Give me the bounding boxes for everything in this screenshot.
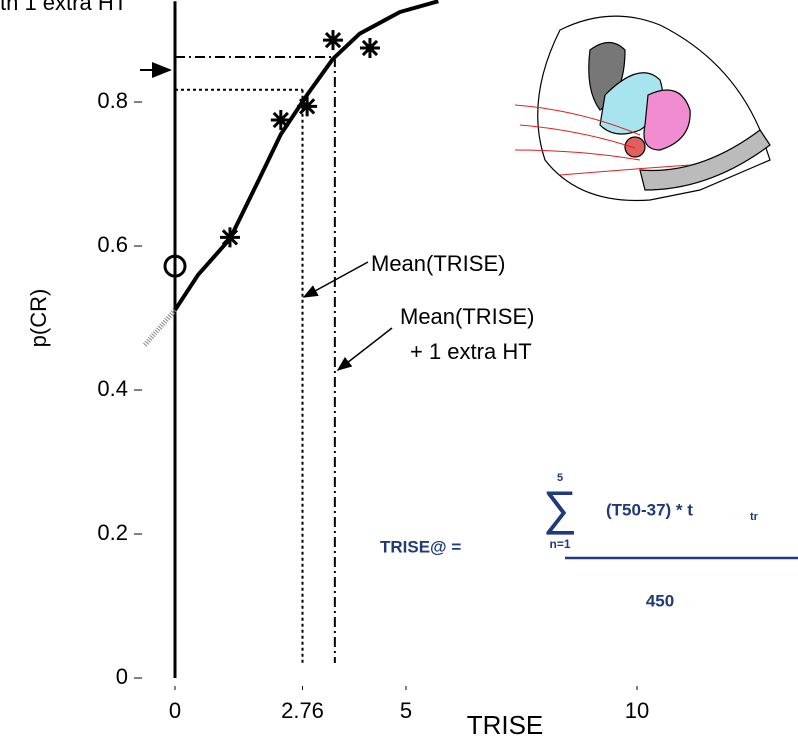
y-tick-label: 0 <box>116 664 128 689</box>
formula-numerator: (T50-37) * t <box>606 500 693 519</box>
annotation-arrow <box>304 262 368 297</box>
chart: th 1 extra HT TRISE p(CR) Mean(TRISE) Me… <box>0 0 798 750</box>
y-tick-label: 0.6 <box>97 232 128 257</box>
annotation: Mean(TRISE) <box>371 251 505 276</box>
formula-subscript: tr <box>750 511 759 523</box>
x-tick-label: 2.76 <box>281 698 324 723</box>
formula-sum: ∑ <box>543 483 577 536</box>
y-tick-label: 0.2 <box>97 520 128 545</box>
formula-lhs: TRISE@ = <box>380 537 461 556</box>
anatomy-illustration <box>515 16 770 200</box>
reference-line <box>175 57 335 663</box>
annotation-arrow <box>338 328 392 370</box>
data-point <box>271 110 291 130</box>
formula-upper: 5 <box>557 472 563 484</box>
x-tick-label: 0 <box>169 698 181 723</box>
x-tick-label: 10 <box>625 698 649 723</box>
formula-denominator: 450 <box>646 591 674 610</box>
annotation: + 1 extra HT <box>410 339 532 364</box>
y-tick-label: 0.8 <box>97 88 128 113</box>
y-axis-label: p(CR) <box>26 289 51 348</box>
reference-line <box>175 90 303 663</box>
data-point <box>323 30 343 50</box>
data-point <box>360 38 380 58</box>
page: {"chart_data": { "type": "scatter", "top… <box>0 0 798 750</box>
formula-lower: n=1 <box>549 537 570 551</box>
data-point <box>220 227 240 247</box>
x-axis-label: TRISE <box>467 710 544 740</box>
y-tick-label: 0.4 <box>97 376 128 401</box>
x-tick-label: 5 <box>400 698 412 723</box>
annotation: Mean(TRISE) <box>400 304 534 329</box>
top-label: th 1 extra HT <box>0 0 127 15</box>
data-point <box>297 96 317 116</box>
extrapolation-line <box>145 310 175 345</box>
